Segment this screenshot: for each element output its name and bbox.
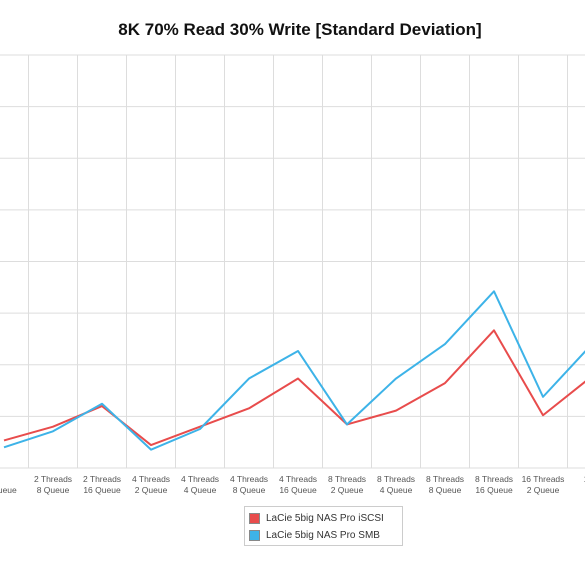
x-tick-label: 8 Queue — [37, 485, 70, 495]
x-tick-label: 8 Threads — [328, 474, 366, 484]
x-tick-label: 4 Threads — [279, 474, 317, 484]
x-tick-label: 8 Queue — [429, 485, 462, 495]
x-tick-label: 8 Threads — [475, 474, 513, 484]
grid — [0, 54, 585, 469]
legend: LaCie 5big NAS Pro iSCSI LaCie 5big NAS … — [244, 506, 403, 546]
legend-swatch-smb — [249, 530, 260, 541]
x-tick-label: 16 Queue — [83, 485, 121, 495]
x-tick-label: 2 Queue — [135, 485, 168, 495]
x-tick-label: 4 Queue — [380, 485, 413, 495]
series-line-smb — [3, 290, 585, 451]
series-line-iscsi — [3, 329, 585, 447]
legend-label-iscsi: LaCie 5big NAS Pro iSCSI — [266, 513, 384, 524]
x-tick-label: 8 Queue — [233, 485, 266, 495]
x-tick-label: 16 T — [584, 474, 585, 484]
x-tick-label: 16 Queue — [475, 485, 513, 495]
x-tick-label: 2 Queue — [331, 485, 364, 495]
x-tick-label: 4 Threads — [181, 474, 219, 484]
legend-label-smb: LaCie 5big NAS Pro SMB — [266, 530, 380, 541]
series-lines — [3, 290, 585, 451]
x-tick-label: 2 Threads — [83, 474, 121, 484]
legend-swatch-iscsi — [249, 513, 260, 524]
legend-item-iscsi: LaCie 5big NAS Pro iSCSI — [249, 510, 398, 527]
x-tick-label: 16 Threads — [522, 474, 565, 484]
x-tick-label: 8 Threads — [426, 474, 464, 484]
x-tick-label: 2 Threads — [34, 474, 72, 484]
x-tick-label: 8 Threads — [377, 474, 415, 484]
legend-item-smb: LaCie 5big NAS Pro SMB — [249, 527, 398, 544]
x-tick-label: 4 Queue — [184, 485, 217, 495]
x-tick-label: 4 Threads — [132, 474, 170, 484]
x-tick-label: 4 Threads — [230, 474, 268, 484]
chart-title: 8K 70% Read 30% Write [Standard Deviatio… — [118, 20, 481, 39]
x-tick-label: Queue — [0, 485, 17, 495]
x-tick-label: 2 Queue — [527, 485, 560, 495]
x-tick-label: 16 Queue — [279, 485, 317, 495]
